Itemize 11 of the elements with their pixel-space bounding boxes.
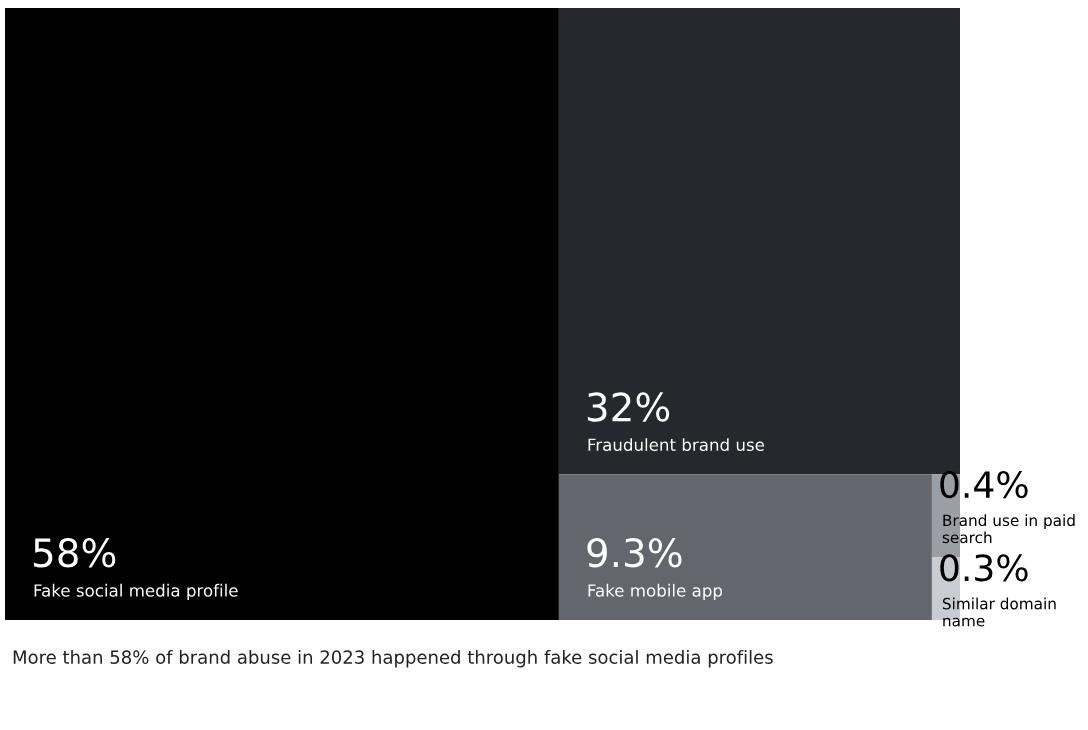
data-label: 58% — [34, 538, 116, 568]
text: More than 58% of brand abuse in 2023 happened through fake social media profiles — [13, 650, 773, 668]
category-label: Brand use in paid search — [942, 514, 1075, 544]
data-label: 32% — [587, 392, 670, 422]
category-label: Similar domain name — [942, 597, 1056, 627]
category-label: Fake mobile app — [588, 583, 723, 600]
data-label: 0.4% — [940, 470, 1028, 499]
category-label: Fraudulent brand use — [588, 438, 765, 452]
data-label: 9.3% — [587, 538, 682, 568]
data-label: 0.3% — [940, 554, 1028, 582]
category-label: Fake social media profile — [34, 583, 238, 600]
